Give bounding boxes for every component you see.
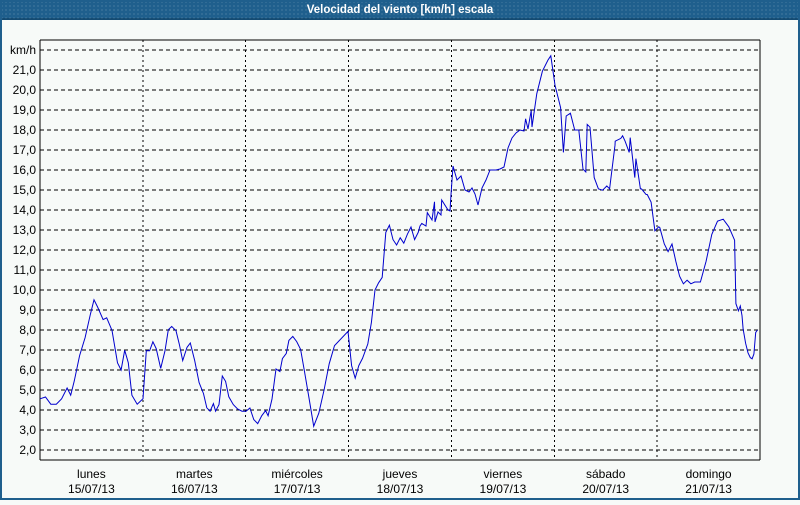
- svg-text:domingo: domingo: [686, 467, 732, 481]
- svg-text:sábado: sábado: [586, 467, 626, 481]
- svg-text:km/h: km/h: [10, 43, 36, 57]
- svg-text:21,0: 21,0: [13, 63, 37, 77]
- svg-text:19,0: 19,0: [13, 103, 37, 117]
- svg-text:lunes: lunes: [77, 467, 106, 481]
- svg-text:jueves: jueves: [382, 467, 418, 481]
- svg-text:15/07/13: 15/07/13: [68, 482, 115, 496]
- svg-text:8,0: 8,0: [19, 323, 36, 337]
- svg-text:20/07/13: 20/07/13: [582, 482, 629, 496]
- svg-text:16/07/13: 16/07/13: [171, 482, 218, 496]
- svg-text:viernes: viernes: [484, 467, 523, 481]
- svg-text:martes: martes: [176, 467, 213, 481]
- svg-text:18,0: 18,0: [13, 123, 37, 137]
- svg-text:19/07/13: 19/07/13: [480, 482, 527, 496]
- svg-text:6,0: 6,0: [19, 363, 36, 377]
- svg-text:16,0: 16,0: [13, 163, 37, 177]
- svg-text:14,0: 14,0: [13, 203, 37, 217]
- svg-text:11,0: 11,0: [14, 263, 37, 277]
- svg-text:10,0: 10,0: [13, 283, 37, 297]
- svg-text:7,0: 7,0: [19, 343, 36, 357]
- svg-text:20,0: 20,0: [13, 83, 37, 97]
- svg-text:5,0: 5,0: [19, 383, 36, 397]
- svg-text:21/07/13: 21/07/13: [685, 482, 732, 496]
- svg-text:2,0: 2,0: [19, 443, 36, 457]
- svg-text:9,0: 9,0: [19, 303, 36, 317]
- svg-text:17,0: 17,0: [13, 143, 37, 157]
- svg-text:17/07/13: 17/07/13: [274, 482, 321, 496]
- svg-text:3,0: 3,0: [19, 423, 36, 437]
- svg-text:15,0: 15,0: [13, 183, 37, 197]
- svg-text:miércoles: miércoles: [271, 467, 322, 481]
- svg-text:18/07/13: 18/07/13: [377, 482, 424, 496]
- svg-text:13,0: 13,0: [13, 223, 37, 237]
- svg-text:4,0: 4,0: [19, 403, 36, 417]
- svg-text:12,0: 12,0: [13, 243, 37, 257]
